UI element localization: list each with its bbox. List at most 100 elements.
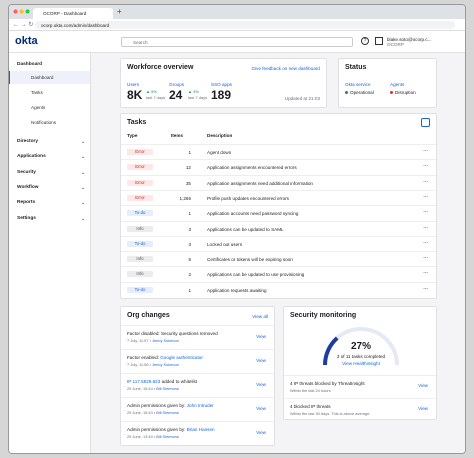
nav-item[interactable]: Workflow xyxy=(17,184,39,190)
status-dot xyxy=(390,91,393,94)
change-date: 7 July, 11:56 xyxy=(127,362,149,367)
view-link[interactable]: View xyxy=(256,430,266,435)
gauge-label: 27% xyxy=(350,341,371,352)
view-all[interactable]: View all xyxy=(252,314,268,319)
item-count: 3 xyxy=(188,226,191,232)
change-desc: added to whitelist xyxy=(160,379,198,384)
stat-period: last 7 days xyxy=(188,95,208,100)
view-link[interactable]: View xyxy=(256,406,266,411)
org-changes-card: Org changes View all Factor disabled: Se… xyxy=(120,306,275,446)
change-link[interactable]: John Intruder xyxy=(186,403,214,408)
type-badge: To-do xyxy=(127,210,153,217)
nav-item[interactable]: Reports xyxy=(17,200,36,206)
new-tab[interactable]: + xyxy=(117,7,122,16)
row-menu[interactable]: ··· xyxy=(423,239,428,245)
row-menu[interactable]: ··· xyxy=(423,148,428,153)
task-description: Application requests awaiting xyxy=(207,287,267,293)
card-title: Workforce overview xyxy=(127,64,194,71)
chevron: ⌄ xyxy=(81,184,86,191)
nav-subitem[interactable]: Tasks xyxy=(31,90,43,95)
feedback-link[interactable]: Give feedback on new dashboard xyxy=(251,66,320,71)
stat-period: last 7 days xyxy=(146,95,166,100)
task-description: Certificates or tokens will be expiring … xyxy=(207,257,293,263)
task-description: Locked out users xyxy=(207,241,242,247)
tab-title: OCORP - Dashboard xyxy=(43,11,87,16)
tab[interactable]: OCORP - Dashboard xyxy=(33,8,113,19)
nav-buttons[interactable]: ← → ↻ xyxy=(13,22,34,28)
view-link[interactable]: View xyxy=(256,334,266,339)
change-desc: Factor enabled: xyxy=(127,355,161,360)
change-text: Admin permissions given by: John Intrude… xyxy=(127,403,214,408)
stat-label: Users xyxy=(127,82,139,87)
row-menu[interactable]: ··· xyxy=(423,270,428,276)
change-link[interactable]: IP 117.5829.823 xyxy=(127,379,161,384)
nav-item[interactable]: Applications xyxy=(17,154,46,160)
nav-subitem[interactable]: Agents xyxy=(31,105,46,110)
change-text: Admin permissions given by: Brian Hansen xyxy=(127,427,215,432)
help-icon[interactable]: ? xyxy=(361,37,369,45)
logo[interactable]: okta xyxy=(15,35,38,47)
change-user[interactable]: Bill Simmons xyxy=(156,434,179,439)
nav-item[interactable]: Directory xyxy=(17,139,39,144)
nav-item[interactable]: Settings xyxy=(17,215,36,221)
nav-subitem[interactable]: Dashboard xyxy=(31,75,54,80)
view-link[interactable]: View xyxy=(256,358,266,363)
card-title: Tasks xyxy=(127,119,147,126)
type-badge: To-do xyxy=(127,286,153,293)
view-link[interactable]: View xyxy=(418,383,428,388)
change-link[interactable]: Google authenticator xyxy=(160,355,203,360)
table-row: Error 12 Application assignments encounter… xyxy=(121,159,436,174)
nav-item[interactable]: Security xyxy=(17,169,36,175)
row-menu[interactable]: ··· xyxy=(423,209,428,215)
change-meta: 29 June, 15:44 • Bill Simmons xyxy=(127,386,179,391)
item-count: 2 xyxy=(188,272,191,278)
item-count: 1 xyxy=(188,150,191,155)
chevron: ⌄ xyxy=(81,200,86,207)
table-row: To-do 1 Application accounts need password… xyxy=(121,205,436,220)
column-header: Items xyxy=(171,133,184,138)
status-text: Disruption xyxy=(395,90,416,95)
change-link[interactable]: Brian Hansen xyxy=(186,427,215,432)
row-menu[interactable]: ··· xyxy=(423,285,428,291)
row-menu[interactable]: ··· xyxy=(423,163,428,169)
table-header: Type Items Description xyxy=(121,133,436,143)
view-link[interactable]: View xyxy=(256,382,266,387)
apps-icon[interactable] xyxy=(375,37,383,45)
item-count: 3 xyxy=(188,241,191,247)
type-badge: Error xyxy=(127,179,153,186)
table-row: Info 2 Applications can be updated to use … xyxy=(121,266,436,281)
threat-sub: Within the last 30 days. This is above a… xyxy=(290,411,371,416)
change-user[interactable]: Bill Simmons xyxy=(156,410,179,415)
task-description: Application assignments need additional … xyxy=(207,180,313,186)
change-date: 7 July, 11:57 xyxy=(127,338,149,343)
chevron: ⌄ xyxy=(81,154,86,161)
org-change: Admin permissions given by: Brian Hansen… xyxy=(121,421,274,445)
gauge-progress xyxy=(323,336,339,366)
view-link[interactable]: View xyxy=(418,406,428,411)
search-field[interactable]: Search xyxy=(121,37,353,47)
table-row: Error 1,266 Profile push updates encounter… xyxy=(121,189,436,205)
item-count: 12 xyxy=(185,165,191,171)
healthinsight-link[interactable]: View Healthinsight xyxy=(342,361,380,366)
change-user[interactable]: Jenny Solomon xyxy=(152,338,179,343)
stat-value: 24 xyxy=(169,88,183,102)
change-value: 3% xyxy=(193,89,199,94)
row-menu[interactable]: ··· xyxy=(423,255,428,261)
change-date: 29 June, 13:40 xyxy=(127,434,153,439)
row-menu[interactable]: ··· xyxy=(423,224,428,230)
user-menu[interactable]: blake.soto@ocorp.c... OCORP xyxy=(387,37,432,47)
item-count: 1 xyxy=(188,211,191,217)
row-menu[interactable]: ··· xyxy=(423,178,428,184)
filter-button[interactable] xyxy=(421,118,430,127)
nav-subitem[interactable]: Notifications xyxy=(31,120,57,125)
status-card: Status Okta service Operational Agents Disr… xyxy=(338,58,437,108)
row-menu[interactable]: ··· xyxy=(423,193,428,199)
status-text: Operational xyxy=(350,90,374,95)
item-count: 5 xyxy=(188,257,191,263)
chevron: ⌄ xyxy=(81,215,86,222)
change-user[interactable]: Bill Simmons xyxy=(156,386,179,391)
url-field[interactable]: ocorp.okta.com/admin/dashboard xyxy=(35,21,455,29)
change-user[interactable]: Jenny Solomon xyxy=(152,362,179,367)
nav-section[interactable]: Dashboard xyxy=(17,62,43,67)
table-row: Info 5 Certificates or tokens will be expi… xyxy=(121,251,436,266)
